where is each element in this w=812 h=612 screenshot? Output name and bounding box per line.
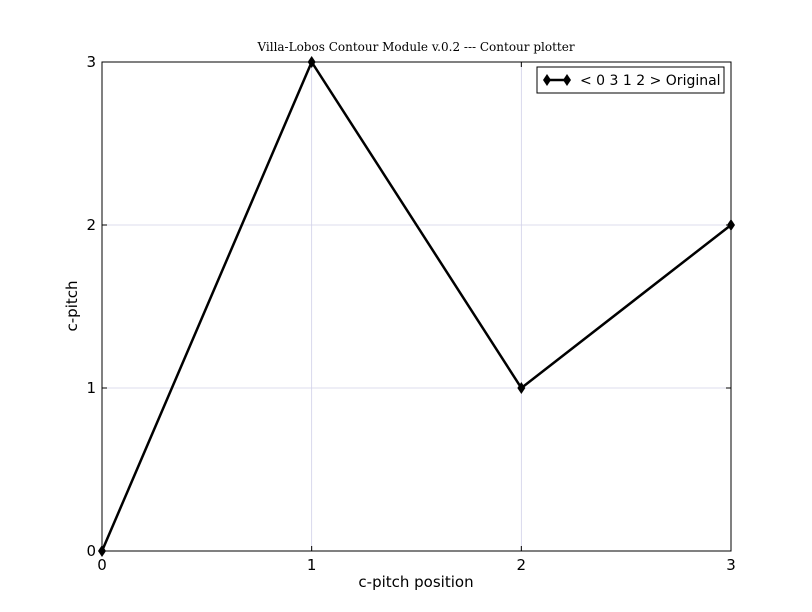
legend: < 0 3 1 2 > Original xyxy=(536,66,725,94)
legend-marker-diamond xyxy=(563,74,571,86)
x-tick-label: 0 xyxy=(97,556,107,574)
legend-label: < 0 3 1 2 > Original xyxy=(580,73,721,89)
x-tick-label: 3 xyxy=(726,556,736,574)
series-line xyxy=(100,59,732,552)
y-tick-label: 3 xyxy=(86,53,96,71)
y-tick-label: 2 xyxy=(86,216,96,234)
y-tick-label: 0 xyxy=(86,542,96,560)
x-axis-label: c-pitch position xyxy=(358,573,473,591)
data-point-marker xyxy=(517,382,526,394)
y-tick-label: 1 xyxy=(86,379,96,397)
legend-marker-diamond xyxy=(543,74,551,86)
plot-frame xyxy=(101,61,732,552)
x-tick-label: 1 xyxy=(307,556,317,574)
y-axis-label: c-pitch xyxy=(63,281,81,332)
chart-title: Villa-Lobos Contour Module v.0.2 --- Con… xyxy=(256,40,574,54)
x-tick-label: 2 xyxy=(517,556,527,574)
ticks: 0 1 2 3 0 1 2 3 xyxy=(86,53,735,574)
